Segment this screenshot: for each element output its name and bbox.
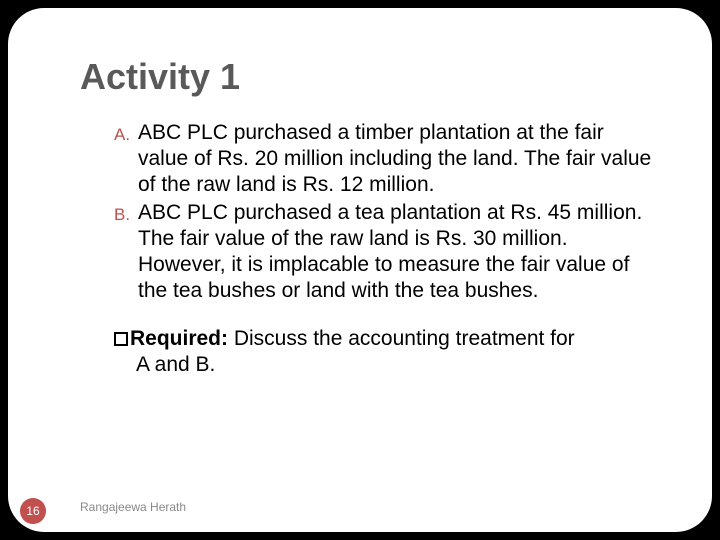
required-text-2: A and B. <box>114 352 652 378</box>
ordered-list: A. ABC PLC purchased a timber plantation… <box>80 120 652 304</box>
checkbox-icon <box>114 332 128 346</box>
footer-author: Rangajeewa Herath <box>80 500 186 514</box>
slide-number-badge: 16 <box>20 498 46 524</box>
required-label: Required: <box>130 327 228 350</box>
list-text-b: ABC PLC purchased a tea plantation at Rs… <box>138 200 652 304</box>
list-item: A. ABC PLC purchased a timber plantation… <box>114 120 652 198</box>
slide-title: Activity 1 <box>80 56 652 98</box>
list-item: B. ABC PLC purchased a tea plantation at… <box>114 200 652 304</box>
slide: Activity 1 A. ABC PLC purchased a timber… <box>8 8 712 532</box>
slide-number: 16 <box>26 504 39 518</box>
required-line1: Required: Discuss the accounting treatme… <box>114 326 652 352</box>
required-text-1: Discuss the accounting treatment for <box>228 327 575 350</box>
required-block: Required: Discuss the accounting treatme… <box>80 326 652 378</box>
list-marker-b: B. <box>114 200 138 304</box>
list-text-a: ABC PLC purchased a timber plantation at… <box>138 120 652 198</box>
list-marker-a: A. <box>114 120 138 198</box>
